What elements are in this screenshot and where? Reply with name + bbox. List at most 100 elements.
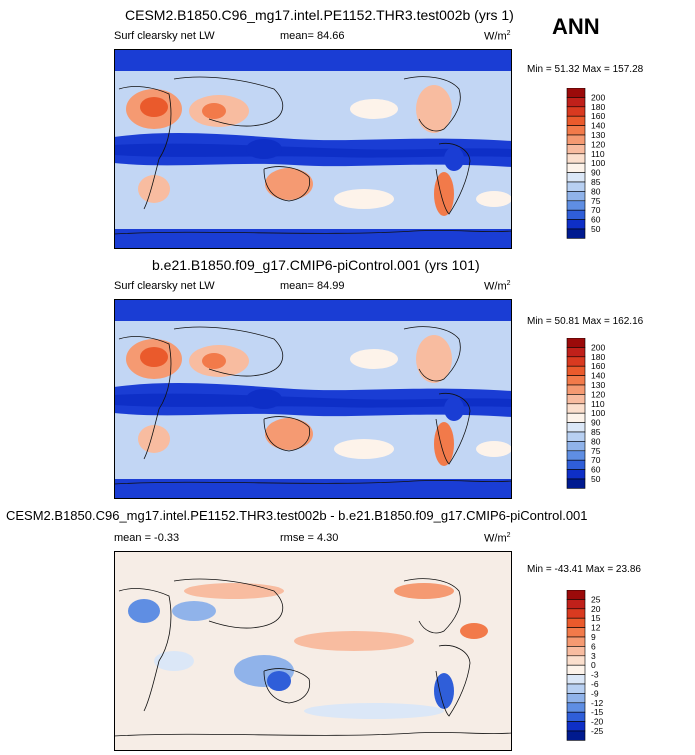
coastline [403,578,461,634]
colorbar-tick-label: 80 [591,436,601,446]
colorbar-box [566,153,586,164]
npacific-light [350,99,398,119]
colorbar-tick-label: -12 [591,698,604,708]
colorbar-tick-label: 140 [591,121,605,131]
panel-2-mean-label: mean= 84.99 [280,280,345,292]
panel-2-minmax: Min = 50.81 Max = 162.16 [527,316,644,327]
colorbar-tick-label: 70 [591,455,601,465]
colorbar-box [566,181,586,192]
colorbar-box [566,125,586,136]
colorbar-box [566,627,586,638]
colorbar-tick-label: -6 [591,679,599,689]
panel-3-title: CESM2.B1850.C96_mg17.intel.PE1152.THR3.t… [6,508,588,523]
safrica-warm [138,175,170,203]
southern-neg [304,703,444,719]
namerica-warm [416,335,452,383]
panel-2-title: b.e21.B1850.f09_g17.CMIP6-piControl.001 … [152,257,480,273]
colorbar-tick-label: 100 [591,158,605,168]
sahara-hot [140,97,168,117]
colorbar-box [566,115,586,126]
satlantic-light [476,441,512,457]
colorbar-box [566,228,586,239]
coastline [173,578,284,629]
maritime-cold [246,139,282,159]
colorbar-tick-label: 180 [591,102,605,112]
colorbar-tick-label: 85 [591,427,601,437]
colorbar-tick-label: 80 [591,186,601,196]
colorbar-tick-label: 140 [591,371,605,381]
coastline [435,142,471,215]
panel-1-map [114,49,512,249]
colorbar-box [566,162,586,173]
colorbar-box [566,599,586,610]
colorbar-box [566,347,586,358]
samerica-neg [434,673,454,709]
season-label: ANN [552,14,600,39]
colorbar-tick-label: 160 [591,361,605,371]
australia-neg [267,671,291,691]
arabia-hot [202,353,226,369]
coastline [173,76,284,127]
colorbar-box [566,422,586,433]
colorbar-tick-label: 180 [591,352,605,362]
colorbar-tick-label: 6 [591,641,596,651]
colorbar-box [566,375,586,386]
panel-3-units-label: W/m2 [484,532,511,545]
coastline [435,392,471,465]
colorbar-box [566,617,586,628]
wio-neg [154,651,194,671]
coastline [118,336,172,460]
antarctic-band [114,479,512,499]
panel-3-map [114,551,512,751]
colorbar-box [566,209,586,220]
colorbar-tick-label: 130 [591,380,605,390]
asia-neg [172,601,216,621]
coastline [114,732,512,737]
colorbar-tick-label: 130 [591,130,605,140]
coastline [263,416,311,452]
namerica-warm [416,85,452,133]
colorbar-tick-label: 0 [591,660,596,670]
colorbar-tick-label: -15 [591,707,604,717]
antarctic-band [114,229,512,249]
colorbar-box [566,711,586,722]
arctic-band [114,49,512,71]
satlantic-light [476,191,512,207]
arabia-hot [202,103,226,119]
colorbar-box [566,674,586,685]
colorbar-tick-label: 120 [591,139,605,149]
africa-neg [128,599,160,623]
map-frame [114,49,512,249]
colorbar-tick-label: 20 [591,604,601,614]
coastline [114,480,512,485]
npacific-light [350,349,398,369]
spacific-light [334,189,394,209]
colorbar-tick-label: 200 [591,92,605,102]
colorbar-box [566,655,586,666]
coastline [173,326,284,377]
colorbar-box [566,394,586,405]
colorbar-box [566,384,586,395]
coastline [403,326,461,382]
map-background [114,551,512,751]
colorbar-box [566,412,586,423]
colorbar-box [566,356,586,367]
panel-3-rmse-label: rmse = 4.30 [280,532,339,544]
panel-1-minmax: Min = 51.32 Max = 157.28 [527,64,644,75]
colorbar-tick-label: 70 [591,205,601,215]
australia-warm [265,418,313,450]
colorbar-tick-label: 50 [591,474,601,484]
colorbar-box [566,590,586,600]
colorbar-tick-label: 160 [591,111,605,121]
colorbar-tick-label: 200 [591,342,605,352]
colorbar-box [566,664,586,675]
colorbar-box [566,97,586,108]
colorbar-tick-label: 90 [591,418,601,428]
colorbar-tick-label: 25 [591,594,601,604]
spacific-light [334,439,394,459]
colorbar-box [566,200,586,211]
coastline [263,166,311,202]
colorbar-tick-label: 110 [591,149,605,159]
australia-warm [265,168,313,200]
